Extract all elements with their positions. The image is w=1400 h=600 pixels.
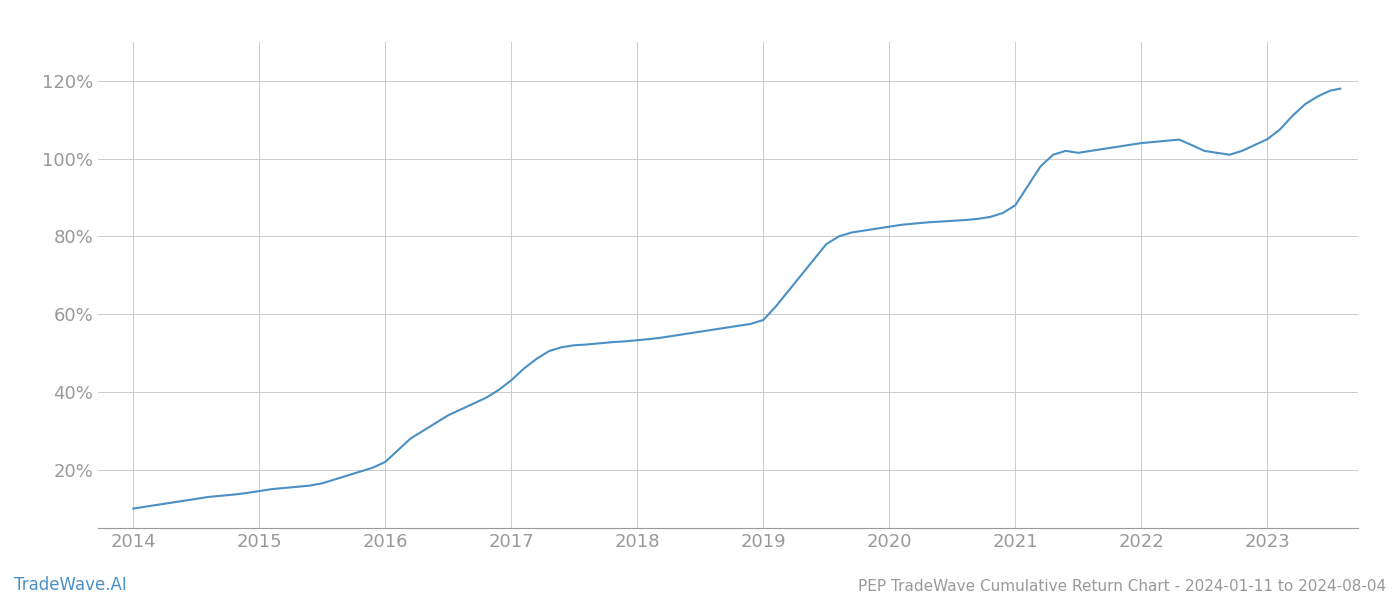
Text: TradeWave.AI: TradeWave.AI — [14, 576, 127, 594]
Text: PEP TradeWave Cumulative Return Chart - 2024-01-11 to 2024-08-04: PEP TradeWave Cumulative Return Chart - … — [858, 579, 1386, 594]
